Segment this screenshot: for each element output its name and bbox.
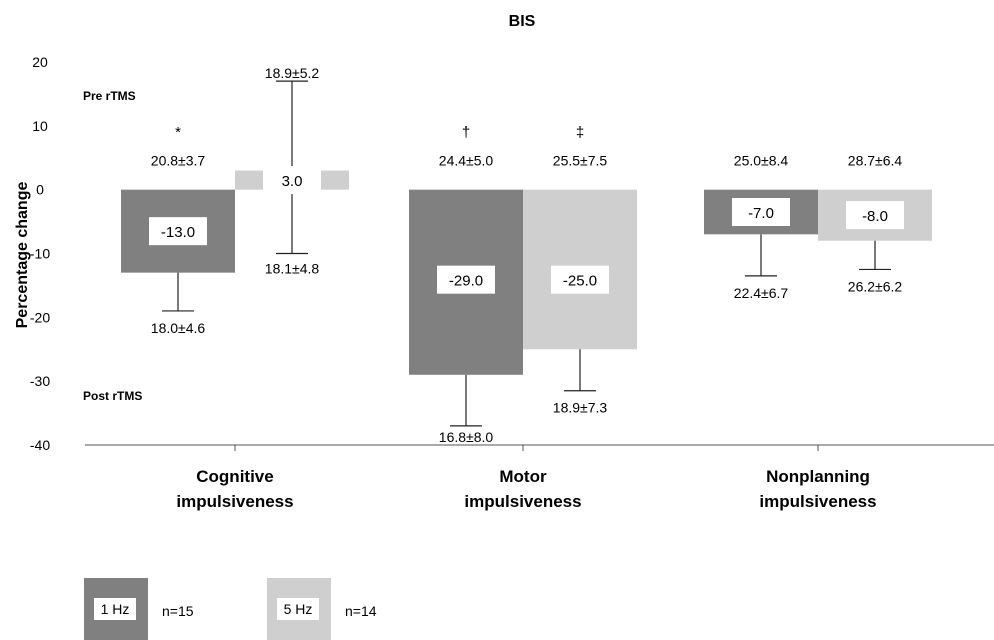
y-tick-label: -30 <box>30 373 50 389</box>
legend-n-label: n=14 <box>345 603 377 619</box>
post-annotation: 18.0±4.6 <box>151 320 206 336</box>
value-box <box>732 198 790 227</box>
value-box <box>437 265 495 294</box>
post-annotation: 22.4±6.7 <box>734 285 789 301</box>
post-annotation: 18.9±7.3 <box>553 400 608 416</box>
pre-rtms-label: Pre rTMS <box>83 89 136 103</box>
y-axis-label: Percentage change <box>14 182 31 329</box>
y-tick-label: 10 <box>32 118 48 134</box>
pre-annotation: 18.9±5.2 <box>265 65 320 81</box>
post-annotation: 16.8±8.0 <box>439 429 494 445</box>
post-annotation: 26.2±6.2 <box>848 278 903 294</box>
legend-series-name: 1 Hz <box>101 601 130 617</box>
y-tick-label: -10 <box>30 246 50 262</box>
value-box <box>149 217 207 246</box>
pre-annotation: 28.7±6.4 <box>848 153 903 169</box>
legend-n-label: n=15 <box>162 603 194 619</box>
value-label: -25.0 <box>563 273 597 290</box>
legend-label-box <box>94 598 136 620</box>
value-label: 3.0 <box>282 173 303 190</box>
legend-series-name: 5 Hz <box>284 601 313 617</box>
category-label: impulsiveness <box>464 492 581 511</box>
y-tick-label: -40 <box>30 437 50 453</box>
post-annotation: 18.1±4.8 <box>265 261 320 277</box>
category-label: impulsiveness <box>759 492 876 511</box>
legend-label-box <box>277 598 319 620</box>
category-label: Cognitive <box>196 467 273 486</box>
pre-annotation: 24.4±5.0 <box>439 153 494 169</box>
pre-annotation: 25.5±7.5 <box>553 153 608 169</box>
y-tick-label: 20 <box>32 54 48 70</box>
pre-annotation: 25.0±8.4 <box>734 153 789 169</box>
significance-marker: ‡ <box>576 124 584 141</box>
value-label: -13.0 <box>161 224 195 241</box>
y-tick-label: -20 <box>30 309 50 325</box>
value-label: -29.0 <box>449 273 483 290</box>
category-label: Nonplanning <box>766 467 870 486</box>
value-label: -8.0 <box>862 208 888 225</box>
significance-marker: † <box>462 124 470 141</box>
y-tick-label: 0 <box>36 182 44 198</box>
pre-annotation: 20.8±3.7 <box>151 153 206 169</box>
category-label: Motor <box>499 467 547 486</box>
category-label: impulsiveness <box>176 492 293 511</box>
chart-title: BIS <box>509 13 536 30</box>
value-label: -7.0 <box>748 205 774 222</box>
value-box <box>846 201 904 230</box>
value-box <box>263 166 321 195</box>
post-rtms-label: Post rTMS <box>83 389 142 403</box>
value-box <box>551 265 609 294</box>
significance-marker: * <box>175 124 181 141</box>
